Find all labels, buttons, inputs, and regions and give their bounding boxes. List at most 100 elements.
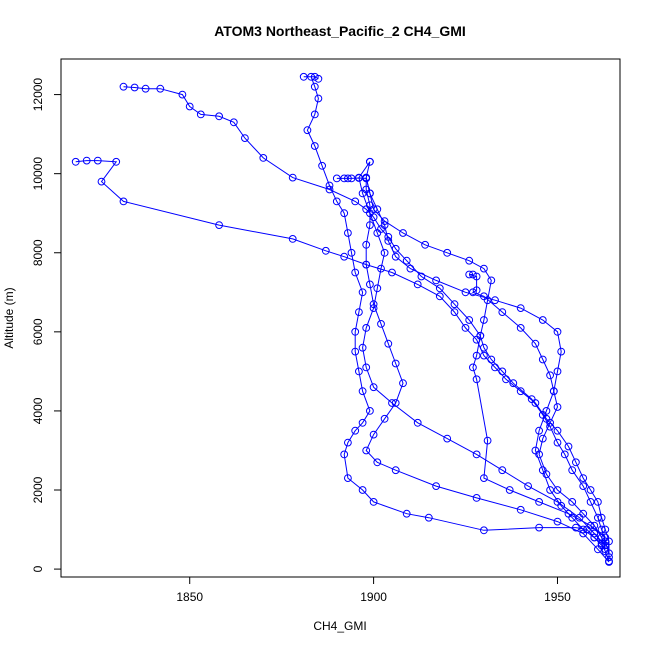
data-point xyxy=(332,174,341,183)
data-point xyxy=(413,280,422,289)
data-point xyxy=(443,434,452,443)
data-point xyxy=(351,197,360,206)
series-line xyxy=(469,274,606,550)
data-point xyxy=(119,82,128,91)
series-3 xyxy=(71,156,613,562)
series-line xyxy=(336,177,610,563)
plot-frame xyxy=(60,58,621,578)
data-point xyxy=(461,288,470,297)
data-point xyxy=(288,173,297,182)
data-point xyxy=(480,526,488,535)
data-point xyxy=(413,418,422,427)
data-point xyxy=(344,174,352,183)
data-point xyxy=(380,217,389,226)
data-point xyxy=(377,320,385,328)
data-point xyxy=(535,498,543,506)
data-point xyxy=(402,256,411,265)
series-line xyxy=(303,76,610,562)
data-point xyxy=(130,83,139,92)
data-point xyxy=(424,513,433,522)
data-point xyxy=(351,347,360,356)
data-point xyxy=(156,84,165,93)
data-point xyxy=(601,533,610,542)
data-point xyxy=(391,359,400,368)
data-point xyxy=(344,438,352,447)
data-point xyxy=(355,308,363,317)
data-point xyxy=(366,157,374,166)
x-axis-label: CH4_GMI xyxy=(313,619,366,633)
data-point xyxy=(443,248,452,257)
data-point xyxy=(572,523,580,532)
data-point xyxy=(340,252,349,261)
data-point xyxy=(491,296,499,305)
series-line xyxy=(75,160,610,558)
data-point xyxy=(362,240,371,249)
data-point xyxy=(594,498,602,506)
data-point xyxy=(546,371,554,380)
x-tick-label: 1900 xyxy=(360,590,387,604)
data-point xyxy=(355,173,363,182)
data-point xyxy=(572,458,580,467)
data-point xyxy=(373,229,382,237)
data-point xyxy=(586,521,595,530)
data-point xyxy=(380,221,389,230)
data-point xyxy=(373,284,382,293)
data-point xyxy=(340,209,349,218)
series-5 xyxy=(362,157,606,550)
data-point xyxy=(601,525,610,534)
data-point xyxy=(377,264,385,273)
data-point xyxy=(358,486,367,494)
series-6 xyxy=(355,157,610,550)
data-point xyxy=(321,246,330,255)
data-point xyxy=(546,418,554,427)
y-tick-label: 12000 xyxy=(31,78,45,112)
data-point xyxy=(366,280,374,289)
data-point xyxy=(553,517,562,526)
data-point xyxy=(597,513,606,522)
data-point xyxy=(535,426,543,435)
data-point xyxy=(215,112,224,121)
y-axis: 0 2000 4000 6000 8000 10000 12000 xyxy=(31,78,61,572)
data-point xyxy=(340,174,349,183)
data-point xyxy=(579,525,588,534)
data-point xyxy=(373,458,382,467)
data-point xyxy=(601,545,610,554)
data-point xyxy=(469,270,477,279)
data-point xyxy=(332,197,341,206)
data-point xyxy=(369,304,378,313)
data-point xyxy=(93,156,102,165)
data-point xyxy=(564,509,573,518)
y-tick-label: 4000 xyxy=(31,397,45,424)
data-point xyxy=(472,450,481,459)
data-point xyxy=(325,181,334,190)
data-point xyxy=(553,367,562,376)
data-point xyxy=(119,197,128,206)
data-point xyxy=(491,363,499,372)
data-point xyxy=(531,339,540,348)
data-point xyxy=(384,339,393,348)
data-point xyxy=(538,316,547,324)
x-axis: 1850 1900 1950 xyxy=(176,577,571,604)
data-point xyxy=(560,450,569,459)
data-point xyxy=(369,383,378,392)
y-tick-label: 8000 xyxy=(31,239,45,266)
data-point xyxy=(351,327,360,336)
data-point xyxy=(553,438,562,447)
y-tick-label: 0 xyxy=(31,565,45,572)
data-point xyxy=(502,375,510,384)
data-point xyxy=(579,509,588,518)
data-point xyxy=(241,134,249,143)
series-7 xyxy=(465,270,610,554)
data-point xyxy=(141,84,150,93)
data-point xyxy=(259,154,268,162)
data-point xyxy=(380,414,389,423)
data-point xyxy=(399,379,407,388)
data-point xyxy=(215,221,224,230)
data-point xyxy=(483,436,492,445)
data-point xyxy=(307,72,316,81)
data-point xyxy=(340,450,349,459)
series-line xyxy=(365,161,602,546)
data-point xyxy=(347,248,356,257)
series-line xyxy=(358,161,606,546)
